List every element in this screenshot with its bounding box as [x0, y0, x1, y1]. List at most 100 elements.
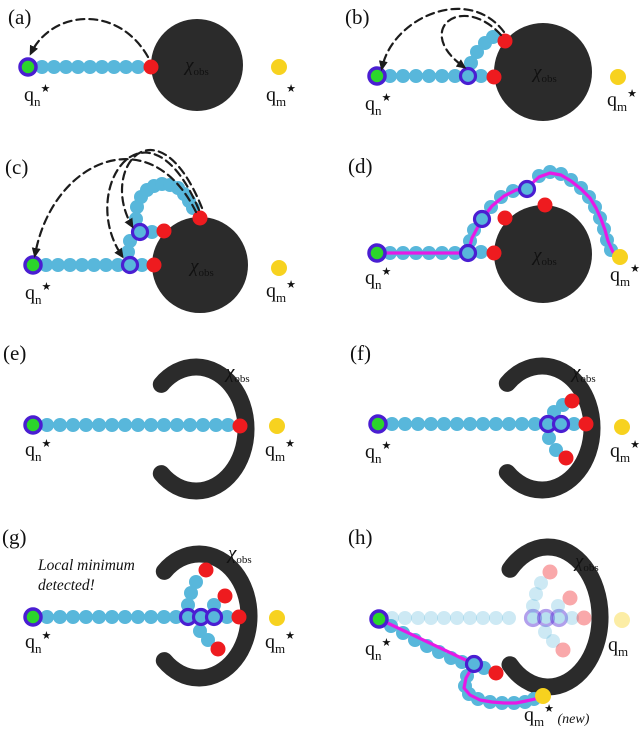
q-goal-label: qm★ — [265, 630, 295, 656]
node-blue — [95, 60, 109, 74]
q-start-label: qn★ — [365, 440, 392, 466]
node-goal — [614, 419, 630, 435]
q-goal-label: qm★ — [607, 88, 637, 114]
backtrack-arrow — [440, 14, 503, 69]
node-blue — [398, 417, 412, 431]
node-blue — [385, 417, 399, 431]
node-blue — [53, 610, 67, 624]
node-goal — [269, 610, 285, 626]
node-blue — [118, 610, 132, 624]
panel-a: (a) χobs qn★ qm★ — [8, 5, 296, 111]
node-blue — [75, 258, 89, 272]
node-goal — [610, 69, 626, 85]
node-blue — [51, 258, 65, 272]
node-blue — [47, 60, 61, 74]
node-blue — [207, 598, 221, 612]
node-ring-branch — [204, 607, 224, 627]
node-blue — [105, 610, 119, 624]
node-blue — [144, 418, 158, 432]
panel-g: (g) χobs Local minimum detected! qn★ qm★ — [2, 525, 295, 687]
obstacle-circle — [151, 19, 243, 111]
panel-label: (b) — [345, 5, 370, 29]
node-blue-faded — [502, 611, 516, 625]
node-red-collision-faded — [562, 590, 578, 606]
node-start — [368, 414, 388, 434]
panel-label: (e) — [3, 341, 26, 365]
q-goal-label: qm★ — [266, 83, 296, 109]
node-blue-faded — [551, 599, 565, 613]
node-blue — [66, 610, 80, 624]
node-blue — [411, 417, 425, 431]
node-red-collision — [497, 33, 513, 49]
node-red-collision-faded — [576, 610, 592, 626]
node-blue — [567, 417, 581, 431]
node-blue — [119, 60, 133, 74]
q-goal-label: qm★ — [610, 263, 640, 289]
node-start — [23, 255, 43, 275]
node-goal — [271, 260, 287, 276]
node-blue — [79, 418, 93, 432]
node-blue — [145, 225, 159, 239]
chi-obs-label: χobs — [531, 62, 557, 85]
node-blue — [105, 418, 119, 432]
node-goal — [271, 59, 287, 75]
q-goal-label: qm★ — [265, 438, 295, 464]
node-red-collision-faded — [542, 564, 558, 580]
node-blue — [422, 69, 436, 83]
node-blue — [169, 610, 183, 624]
node-goal — [535, 688, 551, 704]
node-start — [18, 57, 38, 77]
backtrack-arrow — [121, 149, 204, 229]
node-blue — [183, 418, 197, 432]
panel-label: (f) — [350, 341, 371, 365]
note-local-minimum: detected! — [38, 577, 95, 594]
obstacle-circle — [152, 217, 248, 313]
node-blue — [87, 258, 101, 272]
node-blue — [71, 60, 85, 74]
node-blue — [157, 418, 171, 432]
node-goal — [612, 249, 628, 265]
node-start — [367, 66, 387, 86]
node-blue — [383, 69, 397, 83]
q-start-label: qn★ — [365, 637, 392, 663]
backtrack-arrow — [29, 17, 150, 59]
node-blue — [196, 418, 210, 432]
node-blue — [502, 417, 516, 431]
node-blue — [201, 633, 215, 647]
obstacle-horseshoe — [155, 545, 258, 687]
node-ring-branch — [458, 66, 478, 86]
node-blue — [184, 586, 198, 600]
node-ring-branch — [472, 209, 492, 229]
node-blue — [135, 258, 149, 272]
node-blue — [189, 575, 203, 589]
panel-label: (d) — [348, 154, 373, 178]
node-blue — [448, 69, 462, 83]
node-blue — [131, 418, 145, 432]
node-red-collision — [198, 562, 214, 578]
node-start — [367, 243, 387, 263]
node-goal — [269, 418, 285, 434]
node-blue-faded — [398, 611, 412, 625]
node-blue — [549, 443, 563, 457]
node-red-collision — [488, 665, 504, 681]
node-blue-faded — [565, 611, 579, 625]
node-red-collision — [192, 210, 208, 226]
node-blue — [63, 258, 77, 272]
node-ring-branch-faded — [549, 608, 569, 628]
node-blue — [515, 417, 529, 431]
node-red-collision — [558, 450, 574, 466]
node-goal-faded — [614, 612, 630, 628]
chi-obs-label: χobs — [183, 55, 209, 78]
q-start-label: qn★ — [25, 438, 52, 464]
panel-label: (h) — [348, 525, 373, 549]
node-blue-faded — [411, 611, 425, 625]
node-start — [369, 609, 389, 629]
node-blue — [92, 418, 106, 432]
panel-c: (c) χobs qn★ qm★ — [5, 149, 296, 313]
chi-obs-label: χobs — [224, 362, 250, 385]
panel-label: (a) — [8, 5, 31, 29]
node-blue — [209, 418, 223, 432]
node-blue-faded — [538, 625, 552, 639]
backtrack-arrow — [378, 7, 506, 71]
node-red-collision — [537, 197, 553, 213]
